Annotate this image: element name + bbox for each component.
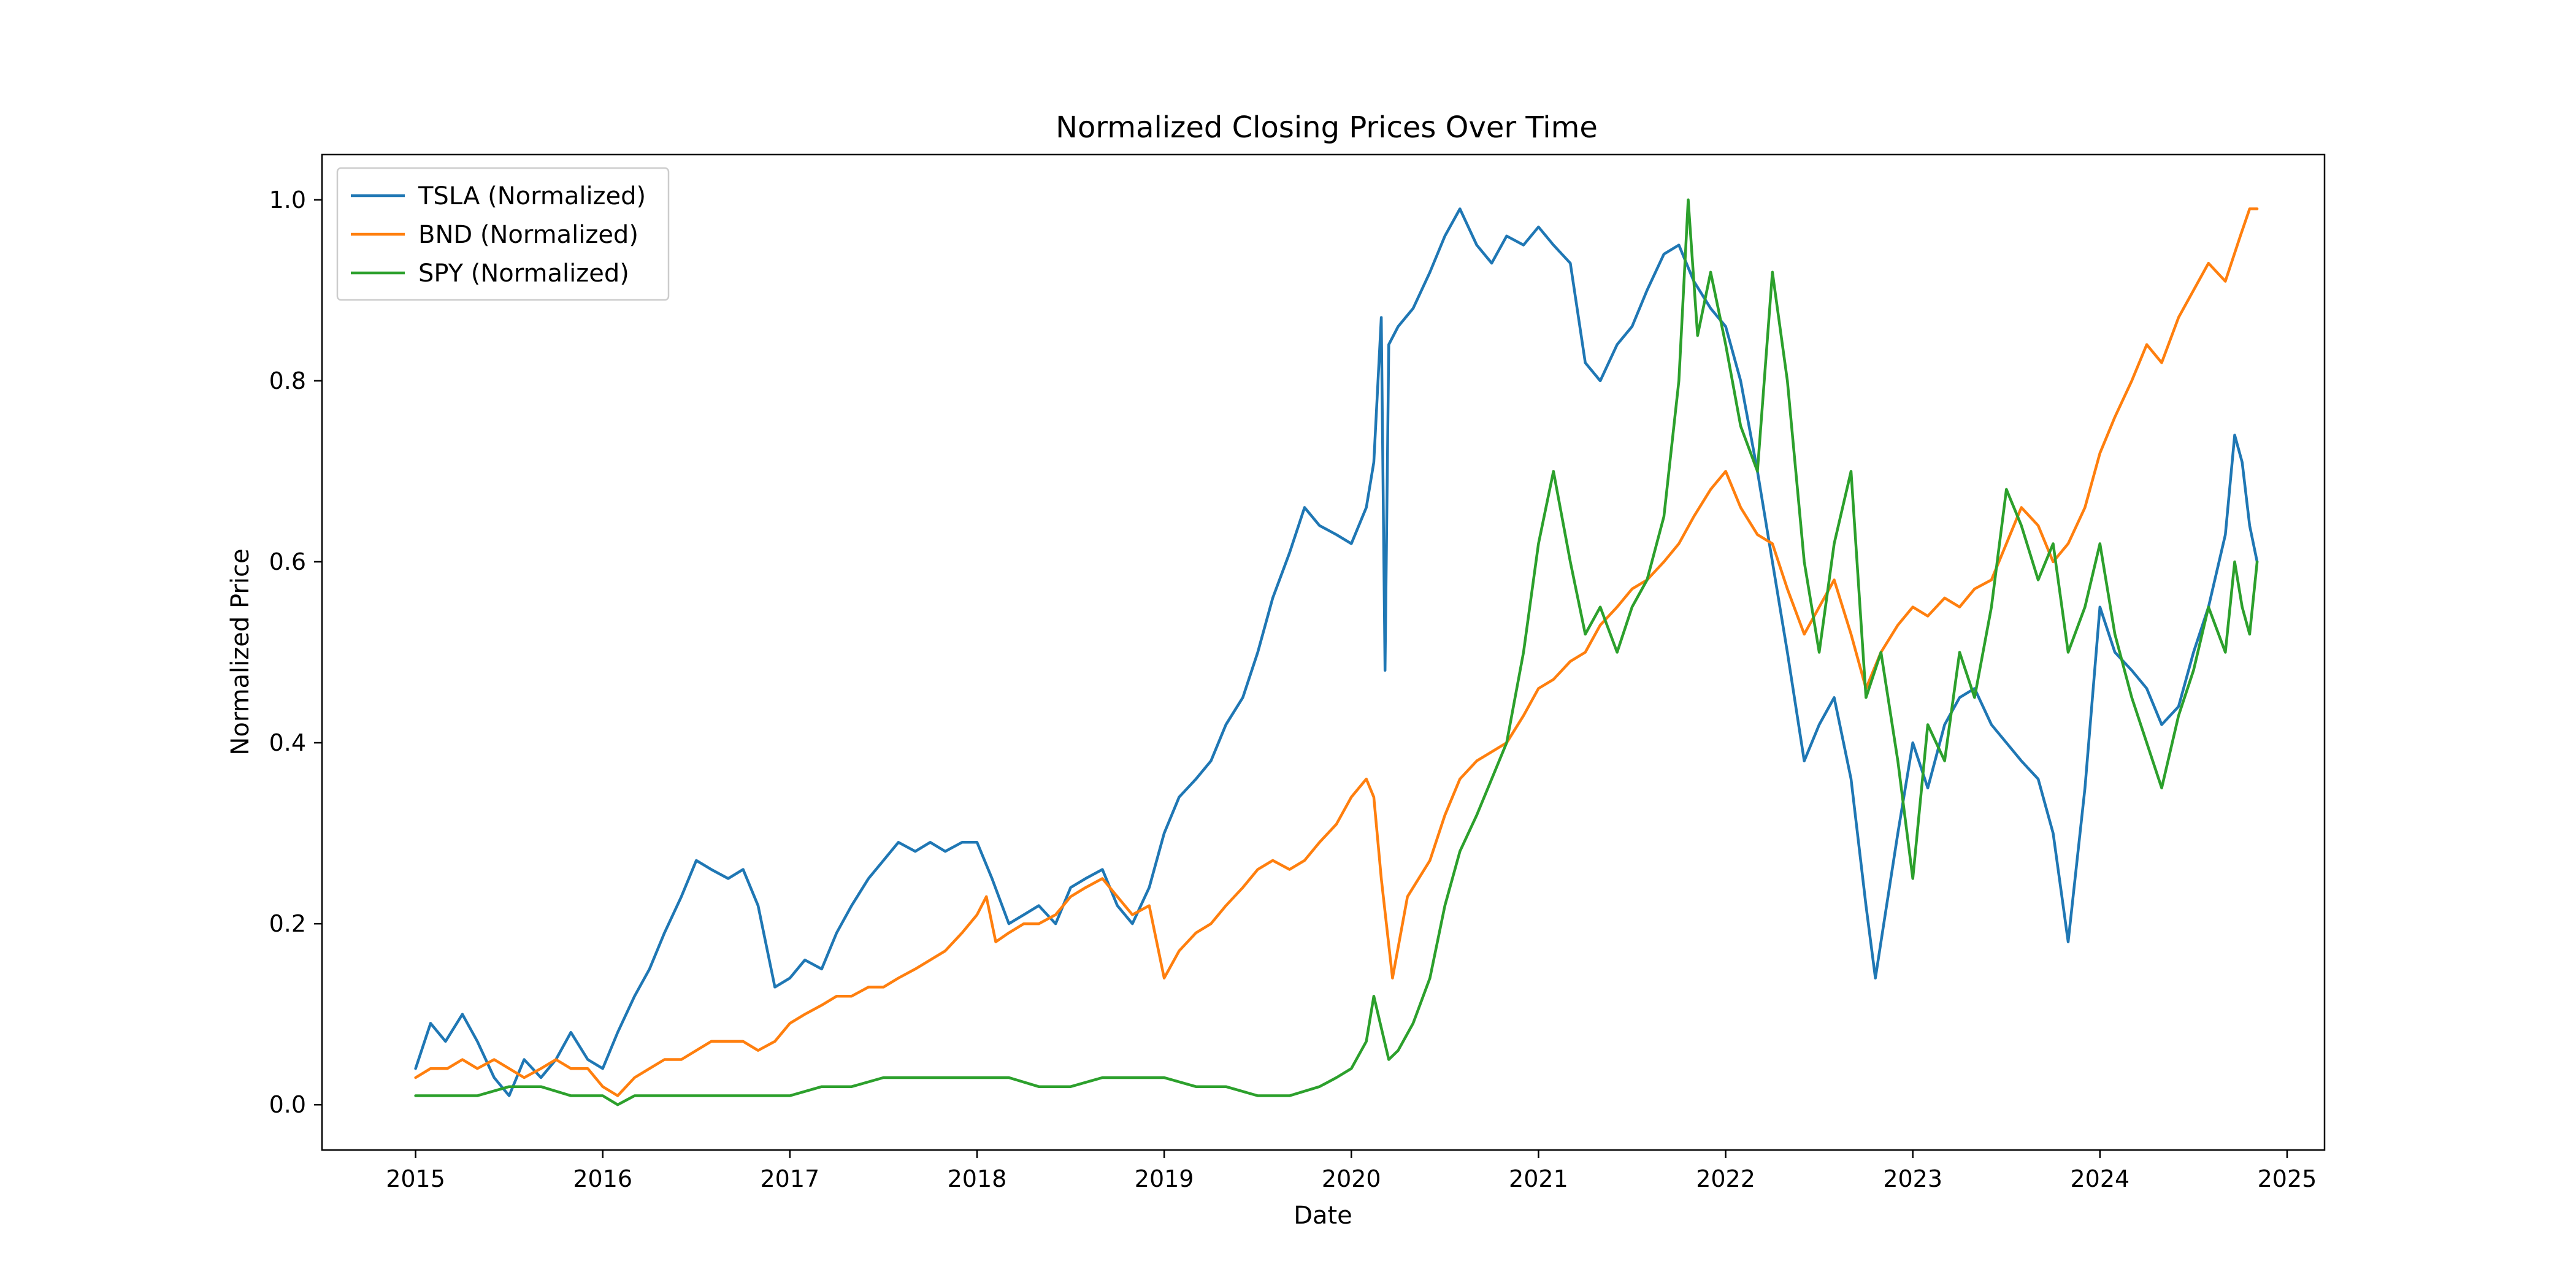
x-axis: 2015 2016 2017 2018 2019 2020 2021 2022 2023 2024…: [386, 1150, 2317, 1192]
x-tick-label: 2024: [2070, 1165, 2129, 1192]
x-tick-label: 2017: [760, 1165, 819, 1192]
series-line-2: [414, 198, 2259, 1106]
y-tick-label: 0.0: [269, 1091, 306, 1118]
x-tick-label: 2021: [1509, 1165, 1568, 1192]
legend-label-0: TSLA (Normalized): [418, 182, 646, 210]
y-tick-label: 0.4: [269, 729, 306, 756]
x-tick-label: 2020: [1322, 1165, 1381, 1192]
x-tick-label: 2019: [1135, 1165, 1194, 1192]
plot-area: [321, 153, 2326, 1151]
x-tick-label: 2015: [386, 1165, 445, 1192]
y-tick-label: 0.2: [269, 910, 306, 937]
x-tick-label: 2022: [1696, 1165, 1755, 1192]
x-tick-label: 2025: [2258, 1165, 2317, 1192]
x-tick-label: 2018: [948, 1165, 1007, 1192]
series-layer: [414, 198, 2259, 1106]
legend-box: [336, 167, 670, 301]
plot-frame: [321, 153, 2326, 1151]
series-line-1: [414, 207, 2259, 1097]
legend-label-1: BND (Normalized): [418, 221, 638, 249]
y-axis-label: Normalized Price: [226, 548, 255, 755]
legend: TSLA (Normalized) BND (Normalized) SPY (No…: [336, 167, 670, 301]
y-tick-label: 0.6: [269, 548, 306, 575]
y-tick-label: 0.8: [269, 367, 306, 394]
legend-label-2: SPY (Normalized): [418, 259, 629, 288]
y-tick-label: 1.0: [269, 186, 306, 213]
x-tick-label: 2023: [1883, 1165, 1942, 1192]
chart-title: Normalized Closing Prices Over Time: [1056, 110, 1598, 145]
x-tick-label: 2016: [573, 1165, 632, 1192]
x-axis-label: Date: [1294, 1202, 1352, 1230]
series-line-0: [414, 207, 2259, 1097]
y-axis: 0.0 0.2 0.4 0.6 0.8 1.0: [269, 186, 322, 1118]
